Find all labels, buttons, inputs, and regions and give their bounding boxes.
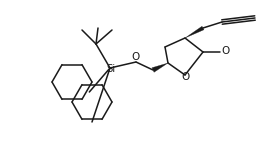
- Text: Si: Si: [106, 64, 115, 74]
- Text: O: O: [222, 46, 230, 56]
- Text: O: O: [131, 52, 139, 62]
- Polygon shape: [185, 26, 204, 38]
- Polygon shape: [152, 63, 168, 72]
- Text: O: O: [182, 72, 190, 82]
